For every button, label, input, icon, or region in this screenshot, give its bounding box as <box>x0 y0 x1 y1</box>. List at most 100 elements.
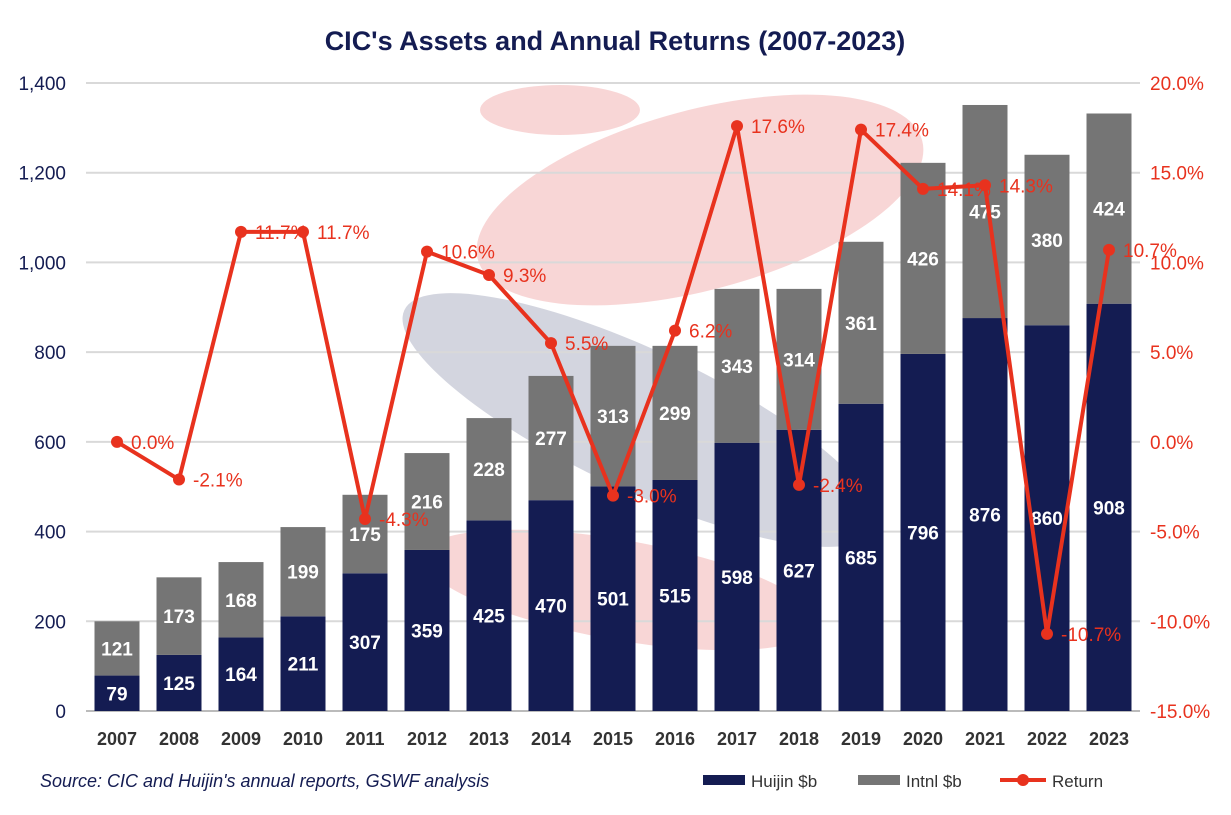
legend: Huijin $b Intnl $b Return <box>703 772 1103 791</box>
left-axis-tick-label: 200 <box>34 612 66 633</box>
x-axis-tick-label: 2017 <box>717 729 757 749</box>
return-marker <box>793 478 805 491</box>
return-marker <box>545 337 557 350</box>
x-axis-tick-label: 2018 <box>779 729 819 749</box>
x-axis-tick-label: 2022 <box>1027 729 1067 749</box>
return-data-label: 17.4% <box>875 121 929 142</box>
return-marker <box>1103 243 1115 256</box>
data-label-intnl: 343 <box>721 357 753 378</box>
bar-huijin <box>900 353 946 711</box>
bar-intnl <box>838 241 884 404</box>
return-marker <box>731 120 743 133</box>
return-marker <box>979 179 991 192</box>
return-data-label: -4.3% <box>379 510 429 531</box>
x-axis-tick-label: 2008 <box>159 729 199 749</box>
data-label-intnl: 168 <box>225 591 257 612</box>
data-label-huijin: 425 <box>473 607 505 628</box>
data-label-intnl: 380 <box>1031 231 1063 252</box>
bar-huijin <box>404 549 450 711</box>
left-axis-tick-label: 0 <box>55 702 66 723</box>
x-axis-tick-label: 2021 <box>965 729 1005 749</box>
bar-huijin <box>280 616 326 711</box>
data-label-huijin: 211 <box>288 655 319 676</box>
data-label-intnl: 313 <box>597 407 629 428</box>
bar-intnl <box>714 288 760 443</box>
return-marker <box>359 513 371 526</box>
data-label-intnl: 228 <box>473 460 505 481</box>
bar-intnl <box>94 621 140 676</box>
data-label-intnl: 175 <box>349 525 381 546</box>
return-marker <box>669 324 681 337</box>
bar-huijin <box>652 479 698 711</box>
data-label-huijin: 79 <box>106 684 127 705</box>
left-axis-tick-label: 400 <box>34 523 66 544</box>
bar-intnl <box>1086 113 1132 304</box>
return-marker <box>111 435 123 448</box>
data-label-intnl: 475 <box>969 203 1001 224</box>
return-data-label: 6.2% <box>689 322 732 343</box>
return-data-label: 5.5% <box>565 334 608 355</box>
return-marker <box>607 489 619 502</box>
data-label-huijin: 164 <box>225 665 257 686</box>
bar-intnl <box>404 453 450 550</box>
data-label-huijin: 598 <box>721 568 753 589</box>
legend-swatch-intnl <box>858 775 900 785</box>
bar-intnl <box>156 577 202 655</box>
bar-huijin <box>156 654 202 711</box>
right-axis-tick-label: 5.0% <box>1150 343 1193 364</box>
return-marker <box>917 182 929 195</box>
return-marker <box>297 225 309 238</box>
right-axis-tick-label: 10.0% <box>1150 253 1204 274</box>
right-axis-tick-label: -5.0% <box>1150 523 1200 544</box>
bar-huijin <box>466 520 512 711</box>
data-label-intnl: 199 <box>287 563 319 584</box>
data-label-intnl: 424 <box>1093 200 1125 221</box>
right-axis-tick-label: 20.0% <box>1150 74 1204 95</box>
data-label-intnl: 426 <box>907 249 939 270</box>
left-axis-tick-label: 1,200 <box>18 164 66 185</box>
legend-marker-return <box>1017 774 1029 786</box>
data-label-huijin: 627 <box>783 561 815 582</box>
x-axis-tick-label: 2013 <box>469 729 509 749</box>
data-label-intnl: 299 <box>659 404 691 425</box>
return-marker <box>421 245 433 258</box>
return-data-label: 9.3% <box>503 266 546 287</box>
return-data-label: 10.6% <box>441 243 495 264</box>
left-axis-tick-label: 1,400 <box>18 74 66 95</box>
return-marker <box>173 473 185 486</box>
data-label-huijin: 307 <box>349 633 381 654</box>
data-label-intnl: 173 <box>163 607 195 628</box>
bar-huijin <box>590 486 636 711</box>
bar-huijin <box>962 318 1008 711</box>
x-axis-tick-label: 2019 <box>841 729 881 749</box>
return-data-label: -10.7% <box>1061 625 1121 646</box>
bar-intnl <box>280 527 326 617</box>
bar-huijin <box>528 500 574 711</box>
bar-intnl <box>1024 154 1070 326</box>
bar-huijin <box>1086 303 1132 711</box>
return-data-label: 11.7% <box>317 223 370 244</box>
data-label-huijin: 908 <box>1093 498 1125 519</box>
return-marker <box>483 268 495 281</box>
return-marker <box>235 225 247 238</box>
legend-label-return: Return <box>1052 772 1103 791</box>
data-label-huijin: 359 <box>411 621 443 642</box>
data-label-huijin: 860 <box>1031 509 1063 530</box>
x-axis-tick-label: 2020 <box>903 729 943 749</box>
bar-huijin <box>838 403 884 711</box>
x-axis-tick-label: 2010 <box>283 729 323 749</box>
bar-huijin <box>714 442 760 711</box>
x-axis-tick-label: 2012 <box>407 729 447 749</box>
data-label-intnl: 216 <box>411 493 443 514</box>
x-axis-tick-label: 2015 <box>593 729 633 749</box>
data-label-intnl: 314 <box>783 350 815 371</box>
x-axis-tick-label: 2014 <box>531 729 571 749</box>
bar-intnl <box>528 375 574 501</box>
legend-swatch-huijin <box>703 775 745 785</box>
data-label-huijin: 876 <box>969 506 1001 527</box>
x-axis-tick-label: 2011 <box>345 729 384 749</box>
bar-intnl <box>466 418 512 521</box>
bar-huijin <box>94 675 140 711</box>
